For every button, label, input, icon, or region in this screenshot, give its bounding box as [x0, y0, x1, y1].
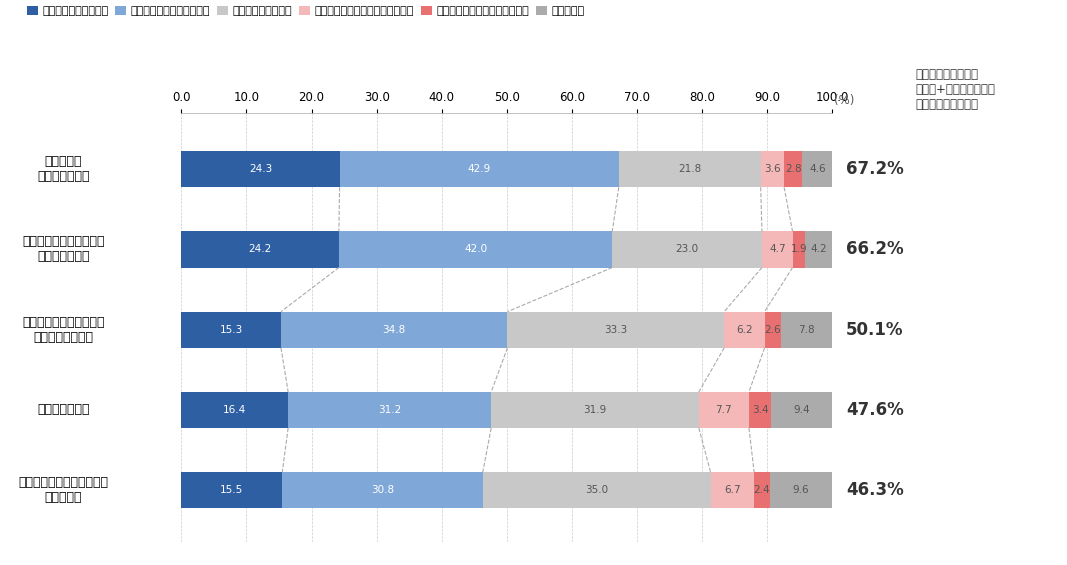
Text: 7.8: 7.8 — [798, 325, 815, 334]
Bar — [181, 472, 283, 508]
Bar — [793, 232, 805, 267]
Bar — [771, 392, 832, 428]
Bar — [339, 151, 619, 187]
Text: 31.9: 31.9 — [584, 405, 607, 415]
Text: 4.6: 4.6 — [809, 164, 826, 174]
Bar — [181, 232, 339, 267]
Bar — [283, 472, 482, 508]
Text: 23.0: 23.0 — [675, 245, 699, 254]
Text: 6.2: 6.2 — [736, 325, 752, 334]
Text: 66.2%: 66.2% — [846, 241, 904, 258]
Bar — [508, 312, 724, 348]
Text: 30.8: 30.8 — [371, 485, 394, 496]
Bar — [181, 392, 288, 428]
Bar — [769, 472, 832, 508]
Bar — [724, 312, 765, 348]
Bar — [749, 392, 771, 428]
Bar — [784, 151, 802, 187]
Bar — [491, 392, 699, 428]
Bar — [805, 232, 832, 267]
Text: 42.0: 42.0 — [464, 245, 488, 254]
Bar — [765, 312, 781, 348]
Text: 2.4: 2.4 — [753, 485, 770, 496]
Text: (%): (%) — [833, 94, 854, 107]
Text: 1.9: 1.9 — [791, 245, 807, 254]
Bar — [711, 472, 754, 508]
Text: 15.5: 15.5 — [220, 485, 243, 496]
Bar — [281, 312, 508, 348]
Text: 34.8: 34.8 — [383, 325, 405, 334]
Text: 2.8: 2.8 — [785, 164, 801, 174]
Text: 4.7: 4.7 — [769, 245, 785, 254]
Bar — [802, 151, 832, 187]
Bar — [781, 312, 832, 348]
Text: 6.7: 6.7 — [724, 485, 740, 496]
Bar — [619, 151, 761, 187]
Text: 7.7: 7.7 — [716, 405, 732, 415]
Text: 42.9: 42.9 — [467, 164, 491, 174]
Bar — [181, 312, 281, 348]
Bar — [288, 392, 491, 428]
Text: 31.2: 31.2 — [378, 405, 401, 415]
Text: 47.6%: 47.6% — [846, 401, 904, 419]
Text: 24.2: 24.2 — [249, 245, 272, 254]
Text: 33.3: 33.3 — [604, 325, 627, 334]
Bar — [339, 232, 612, 267]
Text: 3.4: 3.4 — [751, 405, 768, 415]
Text: 46.3%: 46.3% — [846, 481, 904, 499]
Text: 9.6: 9.6 — [793, 485, 810, 496]
Text: 「取り組んでいると
思う」+「やや取り組ん
でいる思う」の割合: 「取り組んでいると 思う」+「やや取り組ん でいる思う」の割合 — [915, 68, 994, 111]
Text: 2.6: 2.6 — [765, 325, 781, 334]
Legend: 取り組んでいると思う, やや取り組んでいると思う, どちらともいえない, あまり取り組んでいると思わない, 全く取り組んでいると思わない, わからない: 取り組んでいると思う, やや取り組んでいると思う, どちらともいえない, あまり… — [27, 6, 585, 16]
Bar — [482, 472, 711, 508]
Bar — [754, 472, 769, 508]
Bar — [699, 392, 749, 428]
Text: 67.2%: 67.2% — [846, 160, 904, 178]
Text: 16.4: 16.4 — [223, 405, 246, 415]
Bar — [181, 151, 339, 187]
Text: 35.0: 35.0 — [585, 485, 608, 496]
Text: 3.6: 3.6 — [764, 164, 781, 174]
Bar — [761, 151, 784, 187]
Text: 4.2: 4.2 — [810, 245, 827, 254]
Text: 50.1%: 50.1% — [846, 321, 904, 338]
Bar — [612, 232, 762, 267]
Text: 15.3: 15.3 — [220, 325, 243, 334]
Text: 9.4: 9.4 — [794, 405, 810, 415]
Text: 21.8: 21.8 — [679, 164, 701, 174]
Text: 24.3: 24.3 — [249, 164, 272, 174]
Bar — [762, 232, 793, 267]
